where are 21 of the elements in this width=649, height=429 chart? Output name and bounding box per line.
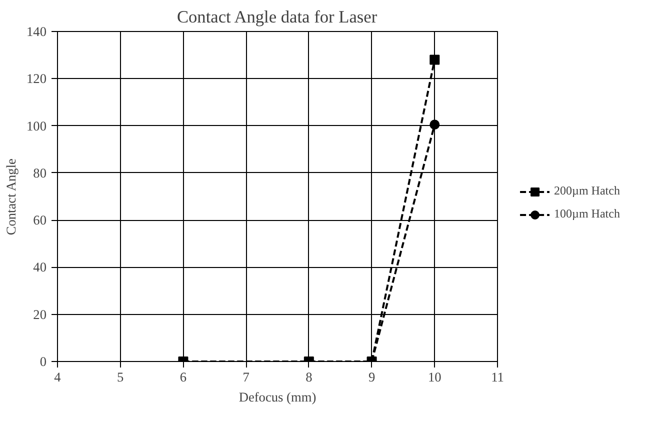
x-tick-label: 11	[491, 370, 504, 384]
y-tick-label: 0	[40, 354, 47, 369]
y-tick-label: 140	[26, 24, 47, 39]
y-tick-label: 20	[33, 306, 47, 322]
chart-title: Contact Angle data for Laser	[176, 8, 378, 26]
y-axis-title: Contact Angle	[4, 158, 19, 236]
y-tick-label: 60	[33, 212, 47, 228]
y-tick-label: 120	[26, 71, 47, 86]
legend-label: 100µm Hatch	[554, 206, 620, 222]
y-tick-label: 80	[33, 165, 47, 180]
x-tick-label: 6	[180, 370, 187, 384]
y-tick-label: 40	[33, 260, 47, 275]
x-tick-label: 5	[117, 370, 124, 384]
x-tick-label: 10	[428, 370, 442, 384]
x-tick-label: 4	[54, 370, 62, 384]
x-tick-label: 7	[242, 370, 250, 384]
x-tick-label: 8	[306, 370, 313, 384]
x-axis-title: Defocus (mm)	[238, 390, 316, 404]
y-tick-label: 100	[26, 118, 47, 134]
legend-label: 200µm Hatch	[554, 184, 620, 198]
x-tick-label: 9	[368, 370, 376, 384]
